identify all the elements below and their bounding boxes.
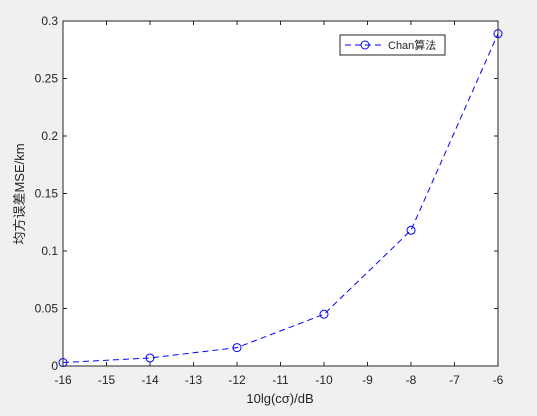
x-tick-label: -6 (493, 373, 504, 387)
x-tick-label: -16 (54, 373, 72, 387)
axes-layer: -16 -15 -14 -13 -12 -11 -10 -9 -8 -7 -6 0 0.05 0.1 0.1… (35, 14, 504, 387)
x-tick-label: -9 (362, 373, 373, 387)
legend-label: Chan算法 (388, 38, 436, 52)
x-tick-label: -7 (449, 373, 460, 387)
x-axis-label: 10lg(cσ)/dB (246, 391, 313, 406)
x-tick-label: -10 (315, 373, 333, 387)
y-tick-label: 0.25 (35, 72, 59, 86)
data-point (406, 225, 416, 235)
x-tick-label: -14 (141, 373, 159, 387)
data-point (232, 343, 242, 353)
data-point (145, 353, 155, 363)
y-tick-label: 0.15 (35, 187, 59, 201)
x-tick-label: -13 (185, 373, 203, 387)
legend-marker (360, 40, 370, 50)
y-axis-label: 均方误差MSE/km (12, 143, 27, 244)
legend-box (339, 34, 446, 56)
y-tick-label: 0.05 (35, 302, 59, 316)
y-tick-label: 0 (51, 359, 58, 373)
x-tick-label: -11 (272, 373, 289, 387)
x-tick-label: -8 (406, 373, 417, 387)
plot-area (63, 21, 498, 366)
y-tick-label: 0.2 (41, 129, 58, 143)
series-line (62, 33, 499, 364)
data-point (319, 309, 329, 319)
legend: Chan算法 (339, 34, 446, 56)
y-tick-label: 0.3 (41, 14, 58, 28)
y-tick-label: 0.1 (41, 244, 58, 258)
x-tick-label: -12 (228, 373, 246, 387)
x-tick-label: -15 (98, 373, 116, 387)
